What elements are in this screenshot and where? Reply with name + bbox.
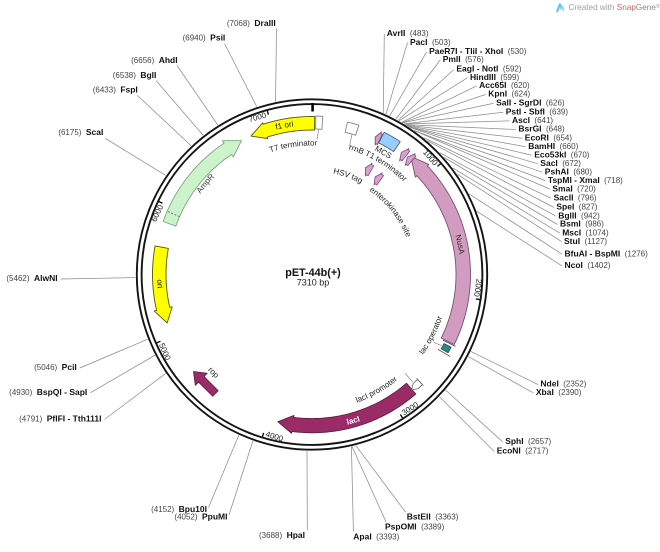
svg-text:(5046) PciI: (5046) PciI	[34, 362, 77, 372]
svg-text:7310 bp: 7310 bp	[297, 278, 330, 288]
svg-text:StuI (1127): StuI (1127)	[564, 236, 607, 246]
svg-text:(7068) DraIII: (7068) DraIII	[227, 18, 276, 28]
svg-text:(6433) FspI: (6433) FspI	[93, 85, 138, 95]
svg-text:BfuAI - BspMI (1276): BfuAI - BspMI (1276)	[565, 248, 649, 258]
svg-text:(4791) PflFI - Tth111I: (4791) PflFI - Tth111I	[19, 414, 101, 424]
svg-text:(3688) HpaI: (3688) HpaI	[259, 530, 305, 540]
svg-text:EcoNI (2717): EcoNI (2717)	[497, 446, 549, 456]
svg-text:SphI (2657): SphI (2657)	[505, 436, 551, 446]
svg-text:NcoI (1402): NcoI (1402)	[565, 260, 611, 270]
svg-text:(6656) AhdI: (6656) AhdI	[131, 55, 177, 65]
svg-text:ApaI (3393): ApaI (3393)	[353, 532, 399, 542]
svg-text:PmlI (576): PmlI (576)	[443, 54, 484, 64]
svg-text:(6538) BglI: (6538) BglI	[113, 70, 157, 80]
svg-text:(4152) Bpu10I: (4152) Bpu10I	[151, 504, 207, 514]
svg-text:(6940) PsiI: (6940) PsiI	[183, 33, 226, 43]
svg-text:(6175) ScaI: (6175) ScaI	[58, 127, 103, 137]
svg-text:(4930) BspQI - SapI: (4930) BspQI - SapI	[9, 387, 87, 397]
svg-text:BstEII (3363): BstEII (3363)	[407, 512, 459, 522]
svg-text:(5462) AlwNI: (5462) AlwNI	[6, 273, 57, 283]
svg-text:ori: ori	[155, 279, 165, 289]
svg-text:Created with SnapGene®: Created with SnapGene®	[569, 3, 660, 12]
svg-text:PspOMI (3389): PspOMI (3389)	[385, 522, 445, 532]
svg-text:XbaI (2390): XbaI (2390)	[536, 387, 582, 397]
